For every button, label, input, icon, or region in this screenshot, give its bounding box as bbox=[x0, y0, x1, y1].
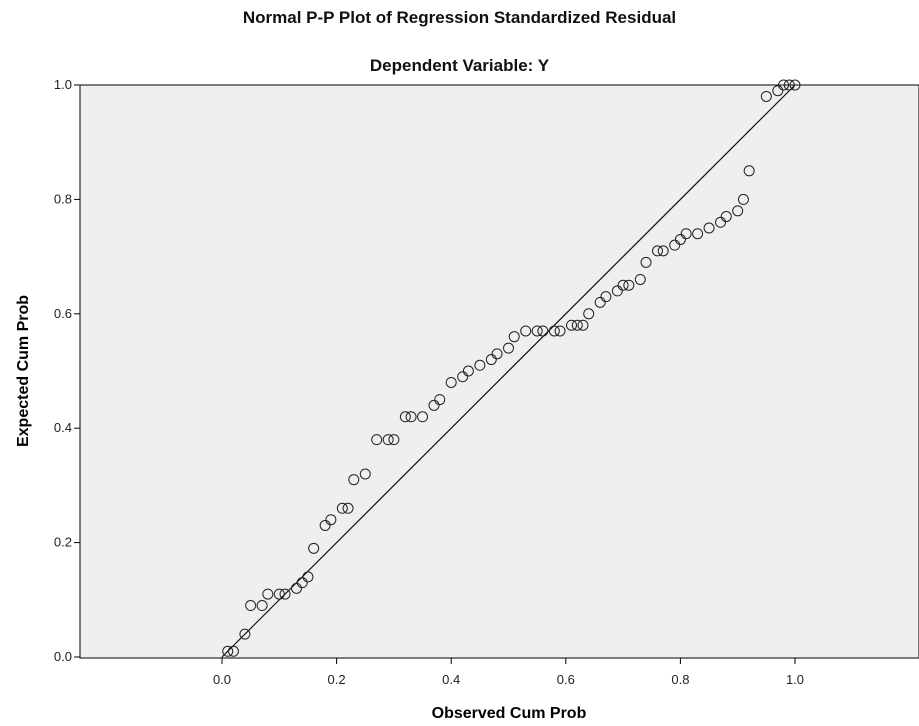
data-point bbox=[657, 245, 669, 257]
data-point bbox=[720, 211, 732, 223]
data-point bbox=[520, 325, 532, 337]
reference-line bbox=[221, 84, 796, 658]
data-point bbox=[571, 319, 583, 331]
y-tick-label: 0.2 bbox=[54, 535, 72, 550]
x-tick-label: 1.0 bbox=[786, 672, 804, 687]
y-tick-label: 0.8 bbox=[54, 191, 72, 206]
data-point bbox=[778, 79, 790, 91]
data-point bbox=[302, 571, 314, 583]
data-point bbox=[566, 319, 578, 331]
data-point bbox=[548, 325, 560, 337]
y-axis-label: Expected Cum Prob bbox=[15, 295, 32, 447]
data-point bbox=[680, 228, 692, 240]
data-point bbox=[732, 205, 744, 217]
x-tick-label: 0.4 bbox=[442, 672, 460, 687]
data-point bbox=[359, 468, 371, 480]
data-point bbox=[491, 348, 503, 360]
data-point bbox=[577, 319, 589, 331]
data-point bbox=[692, 228, 704, 240]
data-point bbox=[405, 411, 417, 423]
data-point bbox=[737, 193, 749, 205]
y-tick-label: 1.0 bbox=[54, 77, 72, 92]
data-point bbox=[245, 600, 257, 612]
data-point bbox=[583, 308, 595, 320]
data-point bbox=[760, 90, 772, 102]
data-point bbox=[789, 79, 801, 91]
data-point bbox=[227, 645, 239, 657]
data-point bbox=[485, 354, 497, 366]
data-point bbox=[325, 514, 337, 526]
data-point bbox=[239, 628, 251, 640]
data-point bbox=[674, 233, 686, 245]
data-point bbox=[348, 474, 360, 486]
y-tick-label: 0.0 bbox=[54, 649, 72, 664]
chart-subtitle: Dependent Variable: Y bbox=[369, 56, 550, 75]
data-point bbox=[537, 325, 549, 337]
data-point bbox=[290, 582, 302, 594]
data-point bbox=[634, 273, 646, 285]
y-tick-label: 0.6 bbox=[54, 306, 72, 321]
data-point bbox=[651, 245, 663, 257]
data-point bbox=[308, 542, 320, 554]
data-point bbox=[503, 342, 514, 354]
x-axis-ticks: 0.0 0.2 0.4 0.6 0.8 1.0 bbox=[213, 658, 804, 687]
data-point bbox=[445, 376, 457, 388]
data-point bbox=[703, 222, 715, 234]
data-point bbox=[772, 85, 784, 97]
data-point bbox=[399, 411, 411, 423]
x-axis-label: Observed Cum Prob bbox=[432, 705, 587, 722]
data-point bbox=[617, 279, 629, 291]
data-point bbox=[474, 359, 486, 371]
data-point bbox=[623, 279, 635, 291]
chart-title: Normal P-P Plot of Regression Standardiz… bbox=[242, 8, 677, 27]
data-point bbox=[273, 588, 285, 600]
data-point bbox=[336, 502, 348, 514]
data-point bbox=[554, 325, 566, 337]
x-tick-label: 0.8 bbox=[671, 672, 689, 687]
data-point bbox=[428, 399, 440, 411]
x-tick-label: 0.2 bbox=[328, 672, 346, 687]
data-point bbox=[371, 434, 383, 446]
data-point bbox=[457, 371, 469, 383]
data-point bbox=[611, 285, 623, 297]
y-axis-ticks: 0.0 0.2 0.4 0.6 0.8 1.0 bbox=[54, 77, 80, 664]
data-point bbox=[256, 600, 268, 612]
data-point bbox=[715, 216, 727, 228]
plot-area bbox=[79, 84, 919, 659]
x-tick-label: 0.0 bbox=[213, 672, 231, 687]
data-point bbox=[600, 291, 612, 303]
data-point bbox=[388, 434, 400, 446]
data-point bbox=[382, 434, 394, 446]
x-tick-label: 0.6 bbox=[557, 672, 575, 687]
data-point bbox=[319, 519, 331, 531]
data-point bbox=[640, 256, 652, 268]
data-point bbox=[508, 331, 520, 343]
data-point bbox=[417, 411, 429, 423]
data-point bbox=[342, 502, 354, 514]
data-point bbox=[222, 645, 234, 657]
y-tick-label: 0.4 bbox=[54, 420, 72, 435]
data-point bbox=[531, 325, 543, 337]
data-point bbox=[594, 296, 606, 308]
data-point bbox=[434, 394, 446, 406]
data-point bbox=[296, 577, 308, 589]
data-point bbox=[462, 365, 474, 377]
data-point bbox=[279, 588, 291, 600]
data-point bbox=[743, 165, 755, 177]
data-point bbox=[262, 588, 274, 600]
data-points bbox=[222, 79, 801, 657]
data-point bbox=[783, 79, 795, 91]
data-point bbox=[669, 239, 681, 251]
